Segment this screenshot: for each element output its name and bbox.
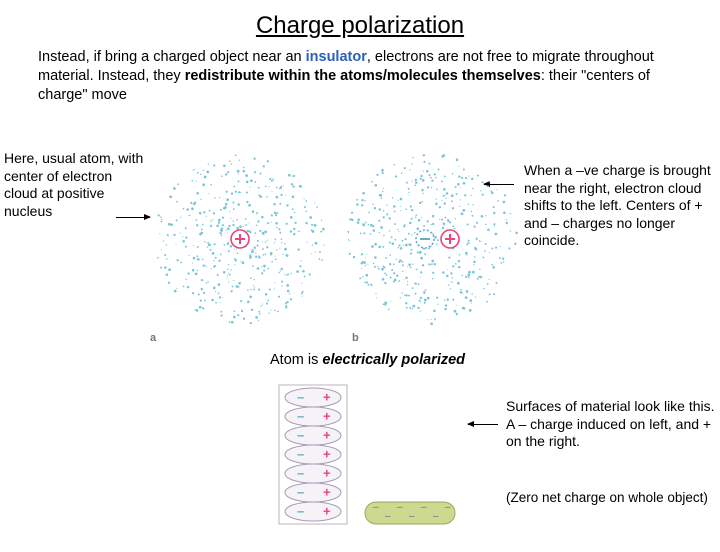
svg-text:–: – — [433, 511, 439, 522]
intro-kw1: insulator — [306, 49, 367, 65]
bottom-note: (Zero net charge on whole object) — [506, 490, 716, 507]
svg-text:–: – — [297, 466, 304, 481]
arrow-left-to-atom — [116, 217, 150, 218]
polarized-text: Atom is electrically polarized — [270, 352, 465, 368]
svg-text:+: + — [323, 504, 331, 519]
svg-text:+: + — [323, 409, 331, 424]
svg-text:+: + — [323, 466, 331, 481]
svg-text:–: – — [297, 428, 304, 443]
intro-text: Instead, if bring a charged object near … — [38, 48, 700, 105]
diagram-label-b: b — [352, 332, 359, 344]
polarized-em: electrically polarized — [322, 352, 465, 368]
svg-text:–: – — [297, 504, 304, 519]
svg-text:–: – — [409, 511, 415, 522]
svg-text:–: – — [445, 502, 451, 513]
left-atom-label: Here, usual atom, with center of electro… — [4, 150, 144, 220]
intro-kw2: redistribute within the atoms/molecules … — [185, 68, 541, 84]
right-atom-label: When a –ve charge is brought near the ri… — [524, 162, 716, 250]
arrow-bottom-to-figure — [468, 424, 498, 425]
svg-text:–: – — [297, 390, 304, 405]
svg-text:–: – — [297, 409, 304, 424]
svg-text:+: + — [323, 390, 331, 405]
material-figure: –+–+–+–+–+–+–+––––––– — [265, 382, 465, 542]
svg-text:–: – — [421, 502, 427, 513]
svg-text:+: + — [323, 447, 331, 462]
diagram-label-a: a — [150, 332, 156, 344]
svg-text:–: – — [397, 502, 403, 513]
svg-text:–: – — [385, 511, 391, 522]
svg-text:–: – — [297, 485, 304, 500]
svg-text:–: – — [297, 447, 304, 462]
svg-text:–: – — [373, 502, 379, 513]
atom-diagram — [150, 144, 520, 344]
bottom-label: Surfaces of material look like this. A –… — [506, 398, 716, 451]
page-title: Charge polarization — [0, 12, 720, 40]
svg-text:+: + — [323, 428, 331, 443]
intro-prefix: Instead, if bring a charged object near … — [38, 49, 306, 65]
svg-text:+: + — [323, 485, 331, 500]
polarized-prefix: Atom is — [270, 352, 322, 368]
